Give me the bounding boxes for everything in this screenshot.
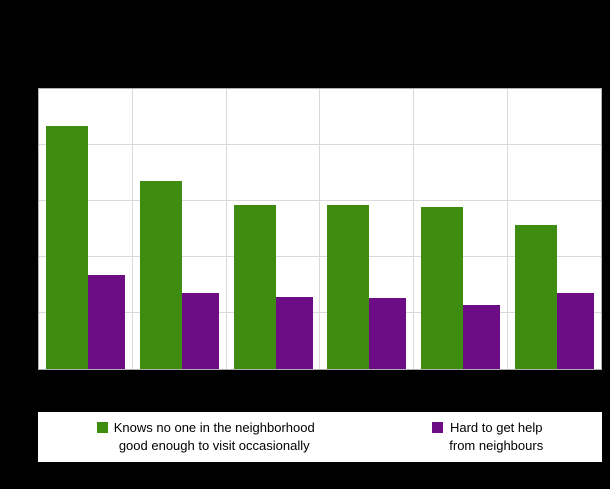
bar-knows-no-one bbox=[421, 206, 464, 369]
legend-label-purple-line1: Hard to get help bbox=[449, 420, 543, 436]
legend-item-green: Knows no one in the neighborhood good en… bbox=[96, 419, 315, 454]
legend: Knows no one in the neighborhood good en… bbox=[38, 412, 602, 462]
legend-swatch-green-icon bbox=[96, 422, 108, 434]
bar-knows-no-one bbox=[515, 224, 558, 369]
legend-label-green-line2: good enough to visit occasionally bbox=[118, 438, 310, 453]
plot-groups bbox=[39, 89, 601, 369]
bar-hard-to-get-help bbox=[463, 305, 501, 369]
bar-group bbox=[414, 89, 509, 369]
bar-knows-no-one bbox=[46, 125, 88, 369]
bar-hard-to-get-help bbox=[557, 292, 595, 369]
legend-label-green: Knows no one in the neighborhood good en… bbox=[114, 419, 315, 454]
legend-swatch-purple-icon bbox=[432, 422, 444, 434]
bar-group bbox=[508, 89, 601, 369]
bar-hard-to-get-help bbox=[275, 297, 313, 369]
bar-group bbox=[227, 89, 321, 369]
bar-hard-to-get-help bbox=[369, 298, 407, 369]
legend-item-purple: Hard to get help from neighbours bbox=[432, 419, 543, 454]
bar-group bbox=[320, 89, 415, 369]
bar-knows-no-one bbox=[327, 205, 370, 369]
bar-hard-to-get-help bbox=[181, 292, 219, 369]
legend-label-green-line1: Knows no one in the neighborhood bbox=[113, 420, 315, 436]
bar-group bbox=[39, 89, 133, 369]
bar-group bbox=[133, 89, 227, 369]
bar-knows-no-one bbox=[139, 180, 182, 369]
bar-hard-to-get-help bbox=[88, 274, 125, 369]
legend-label-purple: Hard to get help from neighbours bbox=[449, 419, 543, 454]
legend-label-purple-line2: from neighbours bbox=[449, 438, 544, 453]
bar-knows-no-one bbox=[233, 205, 276, 369]
plot-area bbox=[38, 88, 602, 370]
